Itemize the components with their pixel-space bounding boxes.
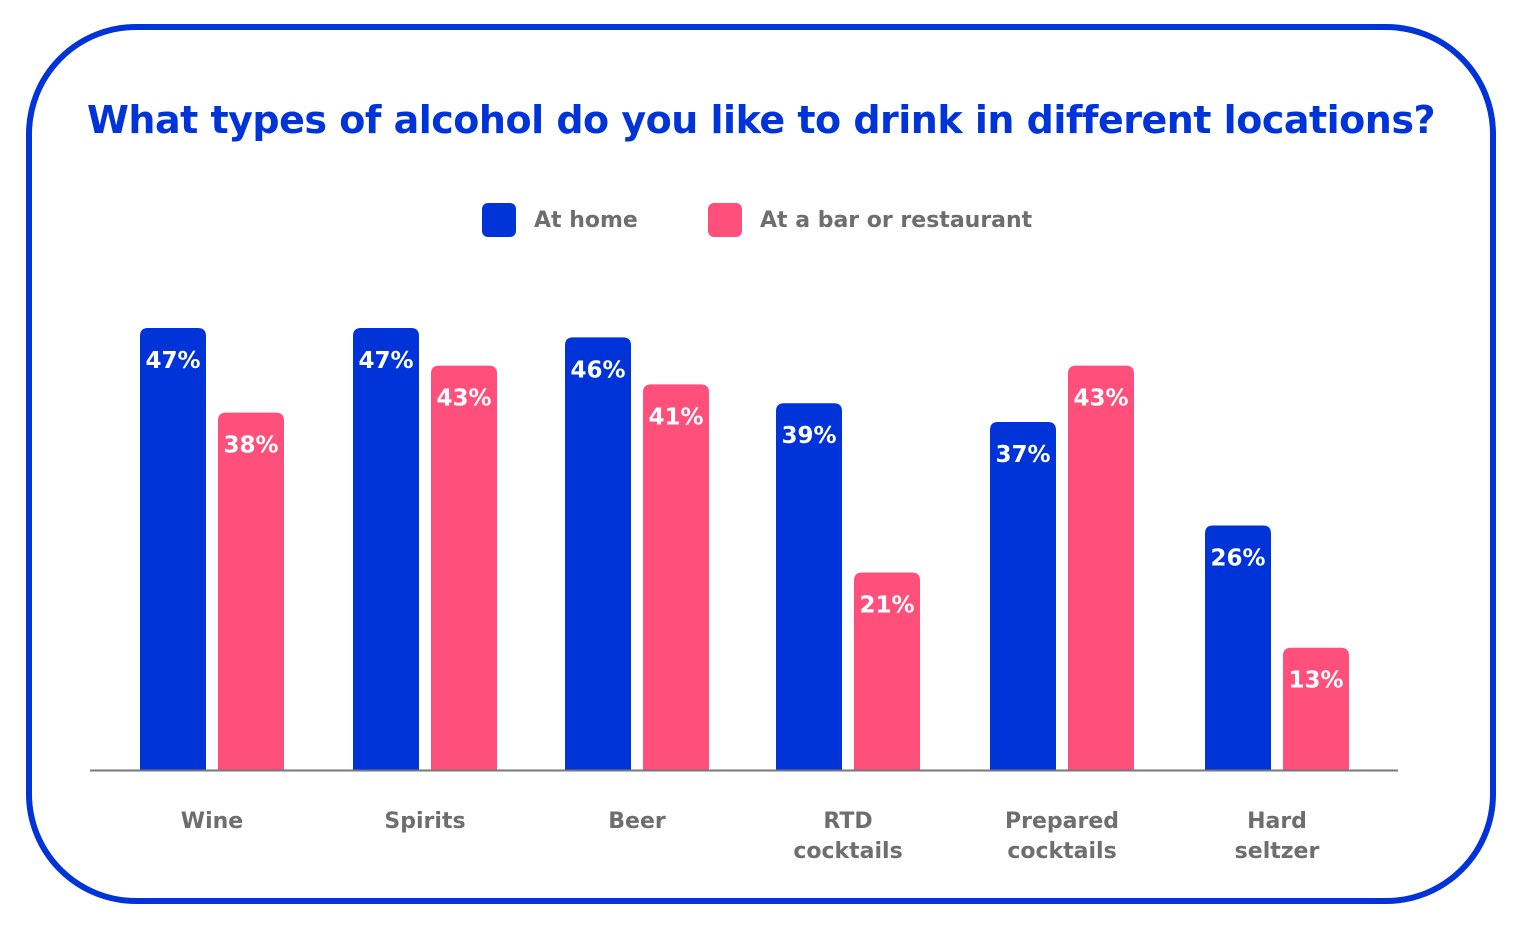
data-label-bar-3: 21% [859, 593, 914, 619]
legend-swatch-at-home [482, 203, 516, 237]
data-label-home-0: 47% [145, 348, 200, 374]
bar-home-3 [776, 403, 842, 770]
legend-item-at-bar: At a bar or restaurant [708, 202, 1032, 238]
data-label-home-4: 37% [995, 442, 1050, 468]
data-label-bar-2: 41% [648, 404, 703, 430]
legend-swatch-at-bar [708, 203, 742, 237]
category-label-5-0: Hard [1247, 809, 1307, 834]
data-label-home-2: 46% [570, 357, 625, 383]
chart-title: What types of alcohol do you like to dri… [86, 98, 1436, 142]
category-label-5-1: seltzer [1235, 839, 1320, 864]
data-label-bar-4: 43% [1073, 386, 1128, 412]
data-label-home-5: 26% [1210, 545, 1265, 571]
data-label-bar-0: 38% [223, 433, 278, 459]
bar-bar-0 [218, 412, 284, 770]
category-label-0-0: Wine [181, 809, 243, 834]
category-label-4-0: Prepared [1005, 809, 1119, 834]
bar-bar-4 [1068, 365, 1134, 770]
bar-bar-3 [854, 572, 920, 770]
legend-item-at-home: At home [482, 202, 638, 238]
bar-bar-5 [1283, 647, 1349, 770]
category-label-4-1: cocktails [1007, 839, 1116, 864]
category-label-2-0: Beer [608, 809, 666, 834]
bar-home-5 [1205, 525, 1271, 770]
bar-bar-1 [431, 365, 497, 770]
data-label-bar-1: 43% [436, 386, 491, 412]
data-label-home-3: 39% [781, 423, 836, 449]
category-label-1-0: Spirits [384, 809, 465, 834]
data-label-home-1: 47% [358, 348, 413, 374]
bar-home-2 [565, 337, 631, 770]
legend-label-at-home: At home [534, 207, 638, 233]
bar-bar-2 [643, 384, 709, 770]
bar-home-0 [140, 328, 206, 770]
category-label-3-1: cocktails [793, 839, 902, 864]
legend: At home At a bar or restaurant [0, 202, 1522, 238]
bar-home-1 [353, 328, 419, 770]
bar-home-4 [990, 422, 1056, 770]
legend-label-at-bar: At a bar or restaurant [760, 207, 1033, 233]
data-label-bar-5: 13% [1288, 668, 1343, 694]
category-label-3-0: RTD [823, 809, 872, 834]
